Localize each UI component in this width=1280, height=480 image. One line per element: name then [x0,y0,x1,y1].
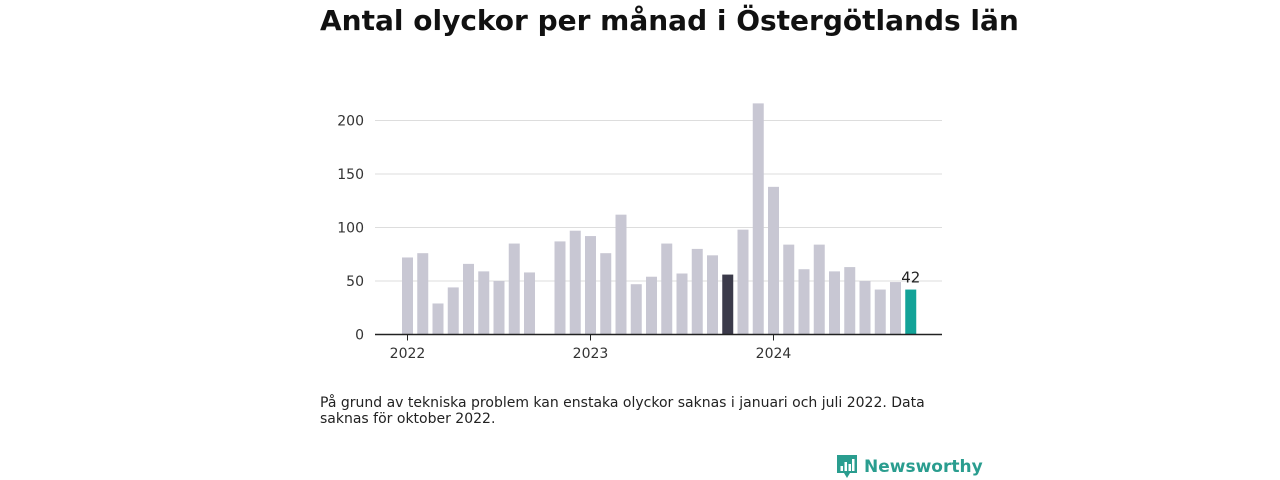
bar [478,271,490,335]
bar [646,276,657,335]
bar [432,303,444,335]
bar [402,257,413,335]
bar [630,284,642,335]
bar [905,289,917,335]
bar [890,282,901,335]
bar [874,289,886,335]
x-tick-label: 2023 [573,346,609,362]
bar [524,272,535,335]
data-labels: 42 [901,269,920,287]
bar [600,253,612,335]
bar [493,281,505,335]
bar [661,243,673,335]
x-tick-label: 2022 [390,346,426,362]
bar [615,214,627,335]
y-tick-label: 100 [337,221,364,237]
bar [798,269,810,335]
bar [707,255,718,335]
bar [722,274,734,335]
footnote: På grund av tekniska problem kan enstaka… [320,395,925,427]
y-tick-label: 50 [346,274,364,290]
bar [752,103,764,335]
bar [585,236,596,335]
bar [569,230,581,335]
x-axis-tick-labels: 2022 2023 2024 [390,334,792,362]
brand-name: Newsworthy [864,457,983,477]
bar [783,244,795,335]
bar-chart-speech-bubble-icon [837,455,857,478]
bar [691,248,703,335]
bar [554,241,566,335]
bar [447,287,459,335]
y-tick-label: 0 [355,328,364,344]
chart-title: Antal olyckor per månad i Östergötlands … [320,4,1019,37]
bar [768,186,779,335]
bar-chart: 0 50 100 150 200 42 2022 2023 2024 [337,103,942,362]
brand-logo[interactable]: Newsworthy [836,454,983,480]
bar [829,271,840,335]
bar [813,244,825,335]
y-tick-label: 200 [337,114,364,130]
bars [402,103,917,335]
bar [463,263,474,335]
bar [508,243,520,335]
bar [676,273,688,335]
bar [417,253,429,335]
bar [844,267,856,335]
x-tick-label: 2024 [756,346,792,362]
bar [737,229,749,335]
data-label: 42 [901,269,920,287]
gridlines [375,120,942,282]
y-axis-tick-labels: 0 50 100 150 200 [337,114,364,344]
y-tick-label: 150 [337,167,364,183]
bar [859,281,871,335]
